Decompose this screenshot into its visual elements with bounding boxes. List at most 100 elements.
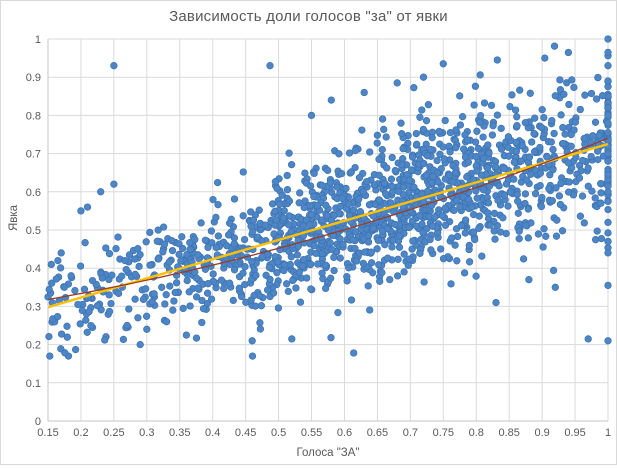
scatter-point xyxy=(604,229,612,237)
scatter-point xyxy=(375,155,383,163)
scatter-point xyxy=(146,228,154,237)
scatter-point xyxy=(335,150,343,158)
scatter-point xyxy=(375,196,383,204)
scatter-point xyxy=(121,256,129,265)
scatter-point xyxy=(524,205,532,213)
scatter-point xyxy=(81,239,89,247)
scatter-point xyxy=(102,244,110,252)
scatter-point xyxy=(85,307,93,316)
scatter-point xyxy=(296,189,304,197)
scatter-point xyxy=(468,203,476,211)
x-tick-label: 0.45 xyxy=(235,427,256,439)
scatter-point xyxy=(598,92,607,100)
scatter-point xyxy=(387,175,396,183)
scatter-point xyxy=(57,249,65,257)
scatter-point xyxy=(548,116,556,125)
scatter-point xyxy=(330,266,338,275)
scatter-point xyxy=(517,157,525,165)
scatter-point xyxy=(604,77,612,85)
scatter-point xyxy=(241,263,249,271)
scatter-point xyxy=(158,283,166,291)
scatter-point xyxy=(469,228,478,236)
scatter-point xyxy=(552,232,561,240)
scatter-point xyxy=(287,253,295,261)
scatter-point xyxy=(345,264,353,272)
scatter-point xyxy=(516,86,524,94)
scatter-point xyxy=(118,272,126,280)
scatter-point xyxy=(356,208,364,216)
scatter-point xyxy=(360,88,368,97)
scatter-point xyxy=(531,190,540,198)
scatter-point xyxy=(299,262,307,270)
scatter-point xyxy=(416,249,424,257)
scatter-point xyxy=(448,234,456,242)
scatter-point xyxy=(465,241,473,250)
scatter-point xyxy=(604,170,612,179)
scatter-point xyxy=(280,207,288,215)
scatter-point xyxy=(391,166,399,175)
scatter-point xyxy=(135,262,143,271)
scatter-point xyxy=(194,284,202,292)
scatter-point xyxy=(441,116,449,125)
scatter-point xyxy=(604,128,612,137)
scatter-point xyxy=(333,183,341,191)
scatter-point xyxy=(370,181,378,189)
scatter-point xyxy=(453,196,461,205)
scatter-point xyxy=(496,228,505,236)
scatter-point xyxy=(479,186,488,194)
scatter-point xyxy=(239,168,247,176)
scatter-point xyxy=(230,195,239,203)
scatter-point xyxy=(558,227,567,235)
scatter-point xyxy=(365,201,374,209)
scatter-point xyxy=(284,287,292,296)
scatter-point xyxy=(201,236,210,244)
scatter-point xyxy=(339,240,347,249)
scatter-point xyxy=(549,145,557,154)
scatter-point xyxy=(261,221,269,229)
scatter-point xyxy=(561,130,569,138)
scatter-point xyxy=(150,290,158,298)
trendline-linear xyxy=(47,142,609,309)
scatter-point xyxy=(515,227,523,235)
x-tick-label: 0.8 xyxy=(469,427,484,439)
scatter-point xyxy=(53,313,62,321)
scatter-point xyxy=(83,328,91,336)
scatter-point xyxy=(169,306,177,314)
scatter-point xyxy=(395,243,404,251)
scatter-point xyxy=(322,201,330,209)
scatter-point xyxy=(274,258,282,266)
scatter-point xyxy=(439,60,447,68)
scatter-point xyxy=(521,119,530,127)
scatter-point xyxy=(183,276,191,285)
scatter-point xyxy=(604,197,612,206)
scatter-point xyxy=(60,283,69,291)
scatter-point xyxy=(203,289,212,297)
scatter-point xyxy=(446,148,454,156)
scatter-point xyxy=(451,169,460,177)
scatter-point xyxy=(107,299,115,308)
scatter-point xyxy=(148,298,156,306)
scatter-point xyxy=(410,183,418,191)
scatter-point xyxy=(177,257,185,265)
scatter-point xyxy=(550,129,558,138)
scatter-point xyxy=(463,173,471,181)
scatter-point xyxy=(479,133,487,141)
scatter-point xyxy=(589,132,597,140)
scatter-point xyxy=(287,161,296,169)
scatter-point xyxy=(373,245,381,253)
scatter-point xyxy=(471,235,479,244)
scatter-point xyxy=(539,243,547,251)
scatter-point xyxy=(159,223,168,231)
scatter-point xyxy=(185,288,193,296)
scatter-point xyxy=(536,181,544,190)
scatter-point xyxy=(282,280,291,288)
scatter-point xyxy=(426,235,434,244)
scatter-point xyxy=(502,180,511,188)
scatter-point xyxy=(551,283,559,291)
scatter-point xyxy=(504,133,513,141)
scatter-point xyxy=(565,100,573,109)
scatter-point xyxy=(450,206,458,215)
x-tick-label: 0.85 xyxy=(498,427,519,439)
scatter-point xyxy=(160,240,169,248)
